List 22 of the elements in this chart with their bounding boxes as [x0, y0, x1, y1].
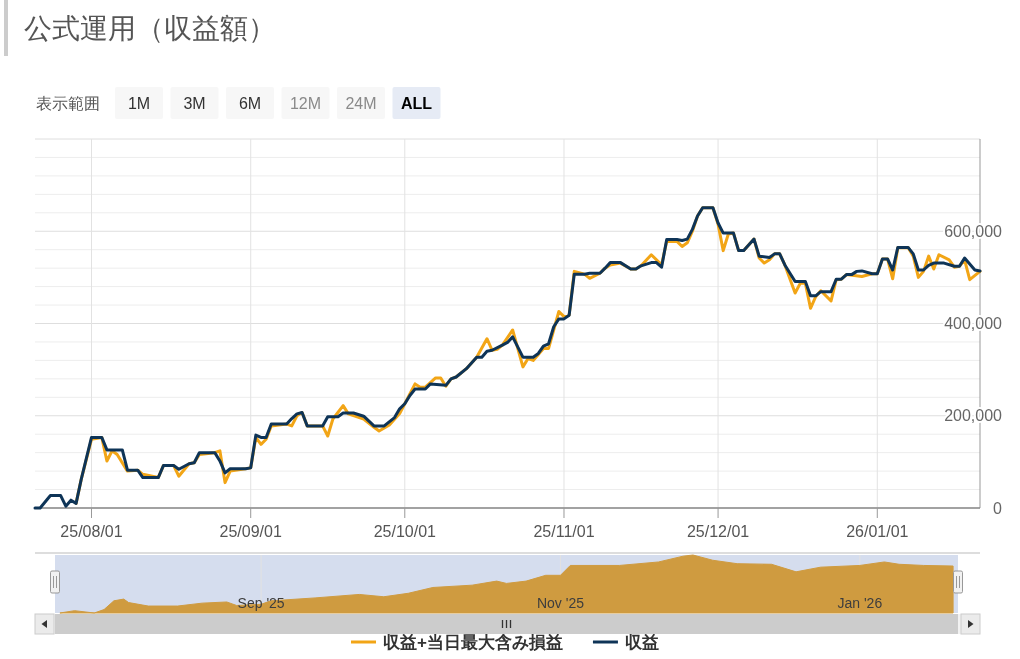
y-tick-label: 600,000 — [944, 222, 1003, 240]
y-tick-label: 0 — [993, 499, 1003, 517]
text: ALL — [400, 95, 433, 112]
text: 12M — [289, 95, 322, 112]
x-tick-label: 26/01/01 — [846, 523, 909, 540]
x-tick-label: 25/08/01 — [60, 523, 123, 540]
x-tick-label: 25/11/01 — [533, 523, 595, 540]
x-tick-label: 25/09/01 — [219, 523, 282, 540]
legend-label: 収益+当日最大含み損益 — [383, 633, 563, 652]
text: 1M — [127, 95, 151, 112]
legend-label: 収益 — [624, 633, 659, 652]
x-tick-label: 25/10/01 — [373, 523, 437, 540]
x-tick-label: Nov '25 — [536, 595, 585, 611]
text: 3M — [183, 95, 206, 112]
x-tick-label: Jan '26 — [837, 595, 883, 611]
y-tick-label: 200,000 — [944, 407, 1003, 425]
text: 24M — [345, 95, 377, 112]
chart-title: 公式運用（収益額） — [24, 13, 276, 44]
y-tick-label: 400,000 — [944, 315, 1003, 332]
x-tick-label: 25/12/01 — [686, 523, 750, 540]
text: 表示範囲 — [36, 95, 100, 112]
text: 6M — [238, 95, 262, 112]
